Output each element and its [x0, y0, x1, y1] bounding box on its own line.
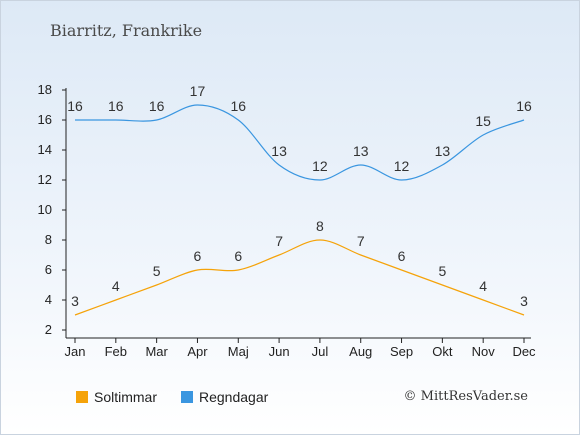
data-label-regndagar: 13 [271, 143, 287, 159]
x-tick-label: Jan [65, 344, 86, 359]
x-tick-label: Jul [312, 344, 329, 359]
data-label-regndagar: 16 [67, 98, 83, 114]
x-tick-label: Nov [472, 344, 496, 359]
data-label-regndagar: 13 [435, 143, 451, 159]
data-label-regndagar: 15 [475, 113, 491, 129]
data-label-soltimmar: 7 [357, 233, 365, 249]
legend-label-regndagar: Regndagar [199, 389, 269, 405]
legend-item-soltimmar: Soltimmar [76, 389, 157, 405]
data-label-regndagar: 16 [108, 98, 124, 114]
data-label-regndagar: 12 [394, 158, 410, 174]
y-tick-label: 12 [38, 172, 52, 187]
data-label-regndagar: 12 [312, 158, 328, 174]
series-line-regndagar [75, 104, 525, 181]
data-label-regndagar: 16 [230, 98, 246, 114]
data-label-soltimmar: 3 [71, 293, 79, 309]
series-line-soltimmar [74, 239, 525, 316]
x-tick-label: Apr [187, 344, 208, 359]
data-label-soltimmar: 3 [520, 293, 528, 309]
y-tick-label: 4 [45, 292, 52, 307]
data-label-soltimmar: 8 [316, 218, 324, 234]
y-tick-label: 18 [38, 82, 52, 97]
x-tick-label: Jun [269, 344, 290, 359]
data-label-regndagar: 17 [190, 83, 206, 99]
data-label-soltimmar: 5 [438, 263, 446, 279]
data-label-soltimmar: 6 [194, 248, 202, 264]
x-tick-label: Feb [105, 344, 127, 359]
y-tick-label: 2 [45, 322, 52, 337]
y-tick-label: 6 [45, 262, 52, 277]
data-label-soltimmar: 7 [275, 233, 283, 249]
data-label-regndagar: 13 [353, 143, 369, 159]
y-tick-label: 10 [38, 202, 52, 217]
x-tick-label: Okt [432, 344, 453, 359]
data-label-soltimmar: 4 [479, 278, 487, 294]
legend-label-soltimmar: Soltimmar [94, 389, 158, 405]
x-tick-label: Maj [228, 344, 249, 359]
chart-title: Biarritz, Frankrike [50, 21, 203, 40]
data-label-regndagar: 16 [516, 98, 532, 114]
y-tick-label: 14 [38, 142, 52, 157]
x-tick-label: Sep [390, 344, 413, 359]
credit-text: © MittResVader.se [403, 389, 528, 404]
legend-item-regndagar: Regndagar [181, 389, 268, 405]
data-label-soltimmar: 5 [153, 263, 161, 279]
x-tick-label: Aug [349, 344, 372, 359]
data-label-soltimmar: 4 [112, 278, 120, 294]
legend-swatch-regndagar [181, 391, 193, 403]
x-tick-label: Dec [512, 344, 536, 359]
y-tick-label: 16 [38, 112, 52, 127]
x-tick-label: Mar [145, 344, 168, 359]
data-label-soltimmar: 6 [398, 248, 406, 264]
legend-swatch-soltimmar [76, 391, 88, 403]
data-label-soltimmar: 6 [234, 248, 242, 264]
data-label-regndagar: 16 [149, 98, 165, 114]
y-tick-label: 8 [45, 232, 52, 247]
